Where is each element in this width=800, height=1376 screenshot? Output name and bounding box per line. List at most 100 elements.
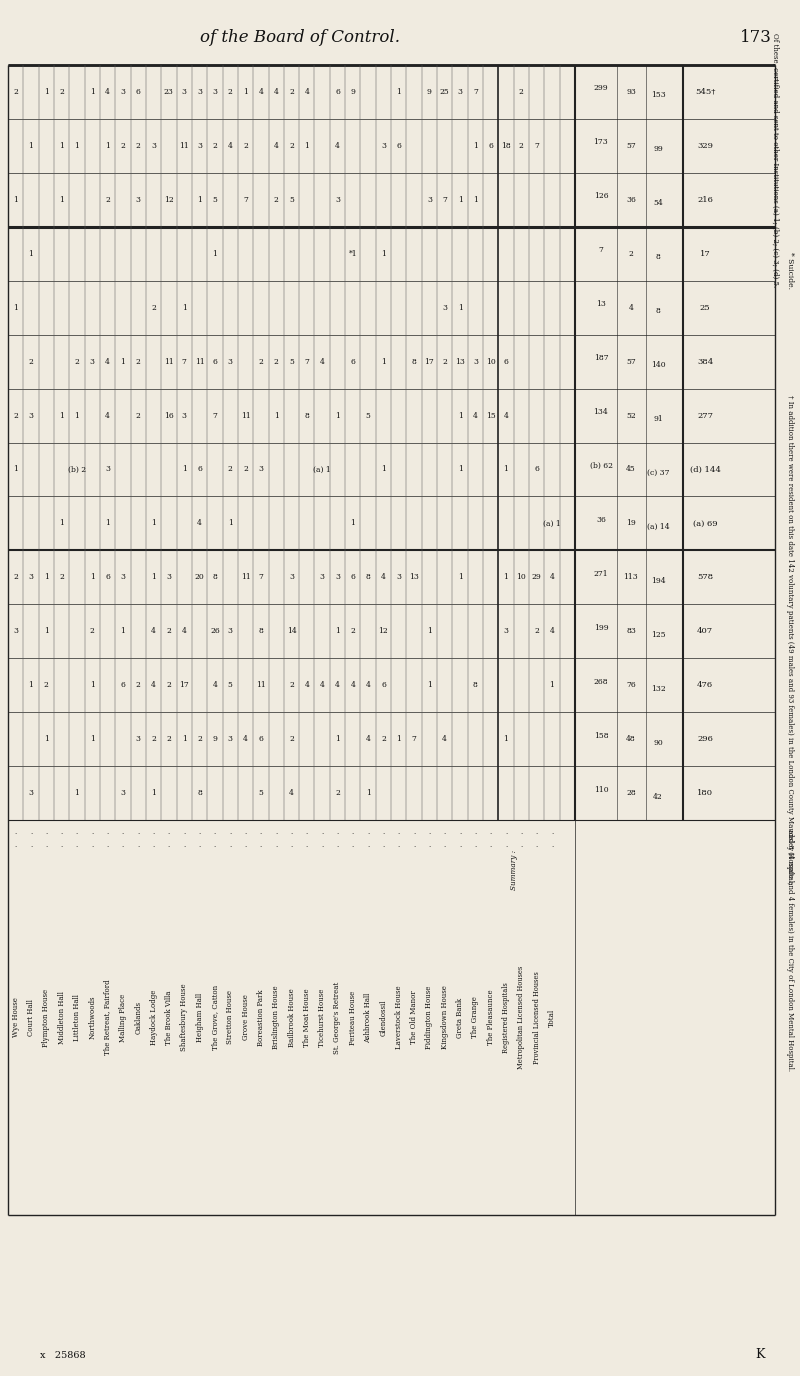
Text: .: . xyxy=(321,841,323,849)
Text: .: . xyxy=(428,828,430,837)
Text: Total: Total xyxy=(548,1009,556,1026)
Text: 2: 2 xyxy=(629,250,634,257)
Text: 1: 1 xyxy=(381,250,386,257)
Text: 1: 1 xyxy=(105,142,110,150)
Text: 2: 2 xyxy=(136,358,141,366)
Text: 2: 2 xyxy=(274,358,278,366)
Text: 2: 2 xyxy=(350,627,355,636)
Text: 1: 1 xyxy=(458,465,462,473)
Text: 3: 3 xyxy=(442,304,447,312)
Text: 4: 4 xyxy=(335,142,340,150)
Text: 3: 3 xyxy=(258,465,263,473)
Text: 25: 25 xyxy=(440,88,450,96)
Text: 6: 6 xyxy=(534,465,539,473)
Text: Court Hall: Court Hall xyxy=(27,999,35,1036)
Text: 8: 8 xyxy=(213,574,218,581)
Text: (b) 62: (b) 62 xyxy=(590,462,613,471)
Text: 1: 1 xyxy=(550,681,554,689)
Text: 1: 1 xyxy=(74,411,79,420)
Text: .: . xyxy=(245,841,246,849)
Text: 4: 4 xyxy=(228,142,233,150)
Text: Northwoods: Northwoods xyxy=(88,996,96,1039)
Text: 14: 14 xyxy=(286,627,296,636)
Text: 2: 2 xyxy=(243,465,248,473)
Text: .: . xyxy=(183,841,186,849)
Text: .: . xyxy=(535,841,538,849)
Text: Plympton House: Plympton House xyxy=(42,988,50,1047)
Text: 2: 2 xyxy=(335,788,340,797)
Text: 17: 17 xyxy=(700,250,710,257)
Text: 110: 110 xyxy=(594,786,608,794)
Text: 2: 2 xyxy=(519,142,524,150)
Text: 3: 3 xyxy=(136,195,141,204)
Text: The Old Manor: The Old Manor xyxy=(410,991,418,1044)
Text: 2: 2 xyxy=(29,358,34,366)
Text: Of these, certified and sent to other Institutions (a) 1; (b) 2; (c) 3; (d) 5.: Of these, certified and sent to other In… xyxy=(771,33,779,288)
Text: 1: 1 xyxy=(59,519,64,527)
Text: *1: *1 xyxy=(349,250,357,257)
Text: 36: 36 xyxy=(596,516,606,524)
Text: 2: 2 xyxy=(105,195,110,204)
Text: Stretton House: Stretton House xyxy=(226,991,234,1044)
Text: 2: 2 xyxy=(197,735,202,743)
Text: 4: 4 xyxy=(105,411,110,420)
Text: .: . xyxy=(520,841,522,849)
Text: 1: 1 xyxy=(504,465,509,473)
Text: 20: 20 xyxy=(194,574,205,581)
Text: 5: 5 xyxy=(228,681,233,689)
Text: 1: 1 xyxy=(335,411,340,420)
Text: Littleton Hall: Littleton Hall xyxy=(73,993,81,1040)
Text: 4: 4 xyxy=(473,411,478,420)
Text: 3: 3 xyxy=(197,88,202,96)
Text: 7: 7 xyxy=(598,246,603,255)
Text: 2: 2 xyxy=(59,88,64,96)
Text: 6: 6 xyxy=(350,358,355,366)
Text: 6: 6 xyxy=(335,88,340,96)
Text: 4: 4 xyxy=(366,681,370,689)
Text: 19: 19 xyxy=(626,519,636,527)
Text: 153: 153 xyxy=(650,91,666,99)
Text: .: . xyxy=(321,828,323,837)
Text: .: . xyxy=(137,828,139,837)
Text: .: . xyxy=(45,841,47,849)
Text: 29: 29 xyxy=(532,574,542,581)
Text: x   25868: x 25868 xyxy=(40,1350,86,1359)
Text: 3: 3 xyxy=(197,142,202,150)
Text: .: . xyxy=(352,841,354,849)
Text: .: . xyxy=(183,828,186,837)
Text: 407: 407 xyxy=(697,627,713,636)
Text: 4: 4 xyxy=(550,627,554,636)
Text: 1: 1 xyxy=(29,250,34,257)
Text: 2: 2 xyxy=(14,574,18,581)
Text: 7: 7 xyxy=(243,195,248,204)
Text: .: . xyxy=(459,828,461,837)
Text: 3: 3 xyxy=(320,574,325,581)
Text: 140: 140 xyxy=(650,361,666,369)
Text: The Grange: The Grange xyxy=(471,996,479,1039)
Text: .: . xyxy=(106,828,109,837)
Text: 578: 578 xyxy=(697,574,713,581)
Text: 1: 1 xyxy=(381,465,386,473)
Text: 3: 3 xyxy=(90,358,94,366)
Text: Greta Bank: Greta Bank xyxy=(456,998,464,1038)
Text: .: . xyxy=(336,828,338,837)
Text: 3: 3 xyxy=(121,574,126,581)
Text: .: . xyxy=(245,828,246,837)
Text: 4: 4 xyxy=(550,574,554,581)
Text: 11: 11 xyxy=(256,681,266,689)
Text: 7: 7 xyxy=(473,88,478,96)
Text: 99: 99 xyxy=(653,146,663,153)
Text: .: . xyxy=(61,841,62,849)
Text: 2: 2 xyxy=(381,735,386,743)
Text: 132: 132 xyxy=(650,685,666,692)
Text: 1: 1 xyxy=(335,627,340,636)
Text: .: . xyxy=(91,841,94,849)
Text: 5: 5 xyxy=(289,358,294,366)
Text: 4: 4 xyxy=(381,574,386,581)
Text: 3: 3 xyxy=(29,411,34,420)
Text: 277: 277 xyxy=(697,411,713,420)
Text: 1: 1 xyxy=(90,574,94,581)
Text: 3: 3 xyxy=(29,788,34,797)
Text: 8: 8 xyxy=(304,411,310,420)
Text: 4: 4 xyxy=(442,735,447,743)
